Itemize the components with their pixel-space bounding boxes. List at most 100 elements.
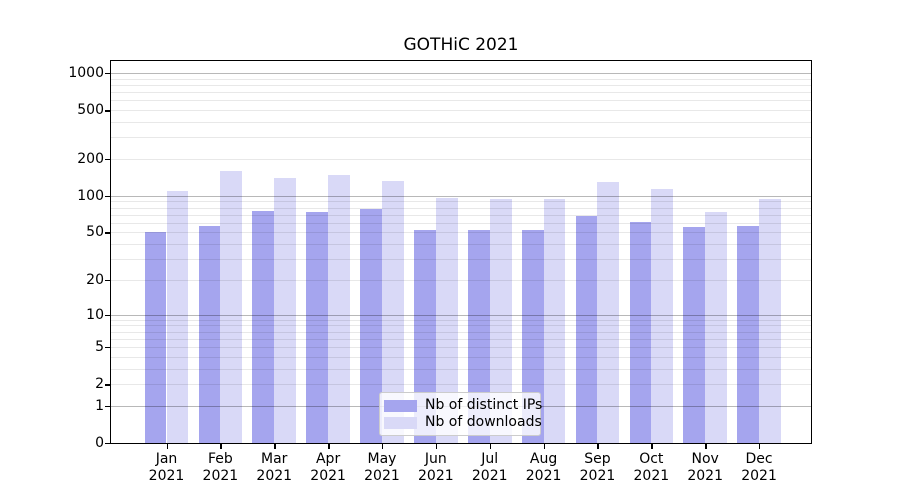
bar-ips-mar (252, 211, 275, 443)
major-gridline (111, 314, 811, 316)
bar-downloads-sep (597, 181, 620, 443)
y-tick-mark (105, 159, 110, 161)
x-tick-month: Aug (529, 451, 558, 467)
x-tick-year: 2021 (633, 467, 670, 484)
x-tick-label: Jan 2021 (135, 451, 199, 484)
y-tick-label: 100 (77, 187, 104, 204)
x-tick-mark (220, 444, 222, 449)
x-tick-month: May (367, 451, 397, 467)
y-tick-label: 5 (95, 339, 104, 356)
bar-ips-may (360, 209, 382, 443)
x-tick-mark (597, 444, 599, 449)
y-tick-label: 1000 (68, 65, 104, 82)
x-tick-year: 2021 (579, 467, 616, 484)
x-tick-month: Jul (481, 451, 499, 467)
bar-downloads-jul (489, 198, 512, 443)
legend: Nb of distinct IPs Nb of downloads (379, 392, 542, 436)
bar-downloads-jun (435, 198, 458, 443)
x-tick-mark (489, 444, 492, 449)
minor-gridline (111, 331, 811, 333)
legend-swatch-distinct-ips (384, 399, 417, 412)
minor-gridline (111, 232, 811, 234)
x-tick-label: Sep 2021 (565, 451, 629, 484)
x-tick-year: 2021 (364, 467, 400, 484)
y-tick-label: 0 (95, 435, 104, 451)
x-tick-month: Jun (424, 451, 447, 467)
bar-ips-sep (575, 216, 598, 443)
x-tick-year: 2021 (202, 467, 239, 484)
x-tick-month: Feb (207, 451, 233, 467)
minor-gridline (111, 384, 811, 386)
x-tick-year: 2021 (418, 467, 454, 484)
bar-ips-jul (467, 230, 490, 443)
bar-downloads-oct (651, 189, 674, 443)
minor-gridline (111, 222, 811, 224)
chart-title: GOTHiC 2021 (403, 35, 519, 55)
minor-gridline (111, 137, 811, 139)
bar-ips-feb (198, 225, 221, 443)
x-tick-year: 2021 (525, 467, 562, 484)
bar-downloads-apr (328, 174, 350, 443)
y-tick-mark (105, 110, 110, 112)
x-tick-mark (381, 444, 384, 449)
y-tick-mark (105, 195, 110, 198)
legend-item-distinct-ips: Nb of distinct IPs (384, 398, 542, 413)
y-tick-label: 2 (95, 376, 104, 393)
bar-ips-jun (414, 230, 436, 443)
minor-gridline (111, 110, 811, 112)
y-tick-mark (105, 347, 110, 349)
x-tick-mark (543, 444, 545, 449)
x-tick-year: 2021 (471, 467, 508, 484)
minor-gridline (111, 207, 811, 209)
minor-gridline (111, 259, 811, 261)
y-tick-label: 1 (95, 397, 104, 414)
minor-gridline (111, 100, 811, 102)
x-tick-month: Nov (691, 451, 719, 467)
minor-gridline (111, 319, 811, 321)
x-tick-year: 2021 (148, 467, 185, 484)
bar-downloads-jan (166, 190, 189, 443)
x-tick-label: Jun 2021 (404, 451, 468, 484)
minor-gridline (111, 279, 811, 281)
legend-item-downloads: Nb of downloads (384, 415, 542, 430)
x-tick-mark (651, 444, 653, 449)
minor-gridline (111, 347, 811, 349)
x-tick-year: 2021 (687, 467, 723, 484)
major-gridline (111, 195, 811, 198)
x-tick-label: Apr 2021 (296, 451, 360, 484)
y-tick-mark (105, 314, 110, 316)
x-tick-label: Nov 2021 (673, 451, 737, 484)
bar-downloads-dec (759, 198, 781, 443)
x-tick-mark (705, 444, 707, 449)
x-tick-mark (435, 444, 438, 449)
x-tick-month: Oct (639, 451, 664, 467)
legend-swatch-downloads (384, 416, 417, 429)
y-tick-label: 20 (86, 271, 104, 288)
legend-label-distinct-ips: Nb of distinct IPs (425, 397, 543, 413)
x-tick-label: Jul 2021 (458, 451, 522, 484)
bar-downloads-nov (705, 211, 727, 443)
x-tick-mark (328, 444, 330, 449)
x-tick-mark (759, 444, 761, 449)
x-tick-label: Feb 2021 (188, 451, 252, 484)
minor-gridline (111, 84, 811, 86)
x-tick-month: Apr (315, 451, 341, 467)
y-tick-mark (105, 384, 110, 386)
x-tick-label: May 2021 (350, 451, 414, 484)
x-tick-month: Mar (261, 451, 288, 467)
y-tick-mark (105, 279, 110, 282)
plot-area (110, 60, 812, 444)
x-tick-year: 2021 (741, 467, 777, 484)
bar-downloads-aug (543, 199, 566, 443)
y-tick-label: 10 (86, 306, 104, 323)
minor-gridline (111, 214, 811, 216)
minor-gridline (111, 122, 811, 124)
minor-gridline (111, 92, 811, 94)
x-tick-year: 2021 (256, 467, 293, 484)
bar-ips-oct (629, 222, 652, 443)
bar-downloads-mar (274, 177, 297, 443)
bar-ips-apr (306, 211, 329, 443)
x-tick-label: Aug 2021 (512, 451, 576, 484)
minor-gridline (111, 78, 811, 80)
